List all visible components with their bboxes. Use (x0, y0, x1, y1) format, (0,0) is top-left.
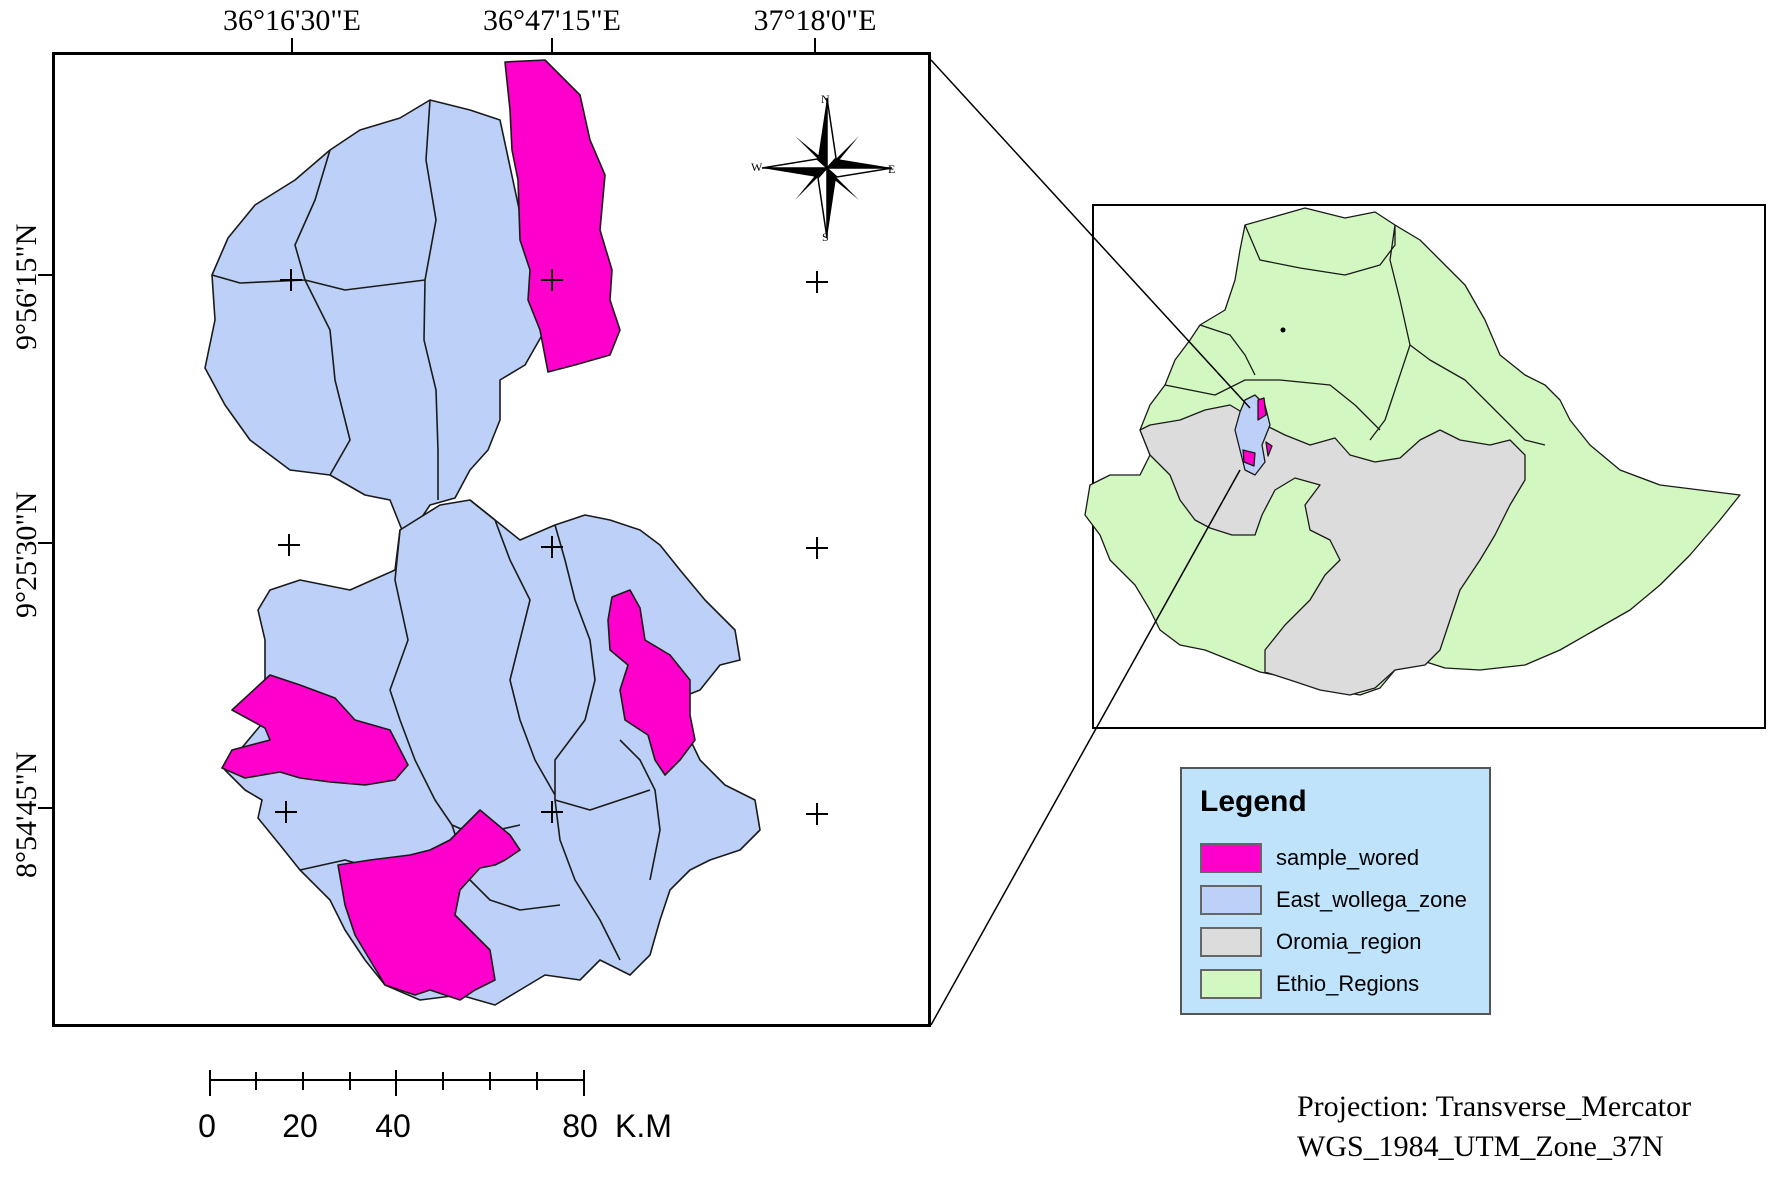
north-arrow-w-label: W (751, 160, 763, 174)
frame-ticks (38, 38, 816, 809)
inset-map-frame (1092, 204, 1766, 729)
north-arrow-icon (761, 97, 893, 239)
scale-label-20: 20 (282, 1108, 318, 1144)
legend-label-oromia: Oromia_region (1276, 929, 1422, 954)
legend-item-regions: Ethio_Regions (1200, 967, 1419, 1001)
scale-label-40: 40 (375, 1108, 411, 1144)
scale-label-0: 0 (198, 1108, 216, 1144)
projection-line-1: Projection: Transverse_Mercator (1297, 1090, 1692, 1123)
legend-box: Legend sample_wored East_wollega_zone Or… (1180, 767, 1491, 1015)
sample-woreda-east (607, 589, 696, 776)
inset-ethiopia-map (1084, 207, 1741, 696)
zone-north-inner-lines (211, 99, 439, 500)
longitude-label-2: 36°47'15"E (483, 4, 621, 37)
scale-unit-label: K.M (615, 1108, 672, 1144)
sample-woreda-west (221, 674, 409, 786)
ethio-region-boundaries (1164, 224, 1546, 446)
sample-woreda-south (337, 809, 521, 1001)
north-arrow-n-label: N (821, 92, 830, 106)
east-wollega-zone-map (204, 59, 761, 1006)
north-arrow-e-label: E (888, 162, 896, 176)
legend-label-zone: East_wollega_zone (1276, 887, 1467, 912)
graticule-crosses (275, 269, 828, 825)
north-arrow-s-label: S (822, 230, 829, 244)
legend-label-regions: Ethio_Regions (1276, 971, 1420, 996)
scale-bar-graphic (209, 1070, 585, 1096)
legend-item-sample: sample_wored (1200, 841, 1419, 875)
legend-swatch-regions (1200, 969, 1262, 999)
legend-swatch-zone (1200, 885, 1262, 915)
legend-item-zone: East_wollega_zone (1200, 883, 1467, 917)
legend-swatch-sample (1200, 843, 1262, 873)
longitude-label-1: 36°16'30"E (223, 4, 361, 37)
scale-label-80: 80 (562, 1108, 598, 1144)
inset-connector-lines (930, 59, 1251, 1026)
legend-swatch-oromia (1200, 927, 1262, 957)
sample-woreda-north (504, 59, 621, 373)
zone-north-district-1 (204, 99, 546, 531)
legend-label-sample: sample_wored (1276, 845, 1420, 870)
longitude-label-3: 37°18'0"E (753, 4, 877, 37)
projection-line-2: WGS_1984_UTM_Zone_37N (1297, 1130, 1664, 1163)
legend-item-oromia: Oromia_region (1200, 925, 1422, 959)
inset-sample-highlight (1242, 397, 1273, 467)
legend-title: Legend (1200, 785, 1307, 818)
main-map-frame (52, 52, 931, 1027)
